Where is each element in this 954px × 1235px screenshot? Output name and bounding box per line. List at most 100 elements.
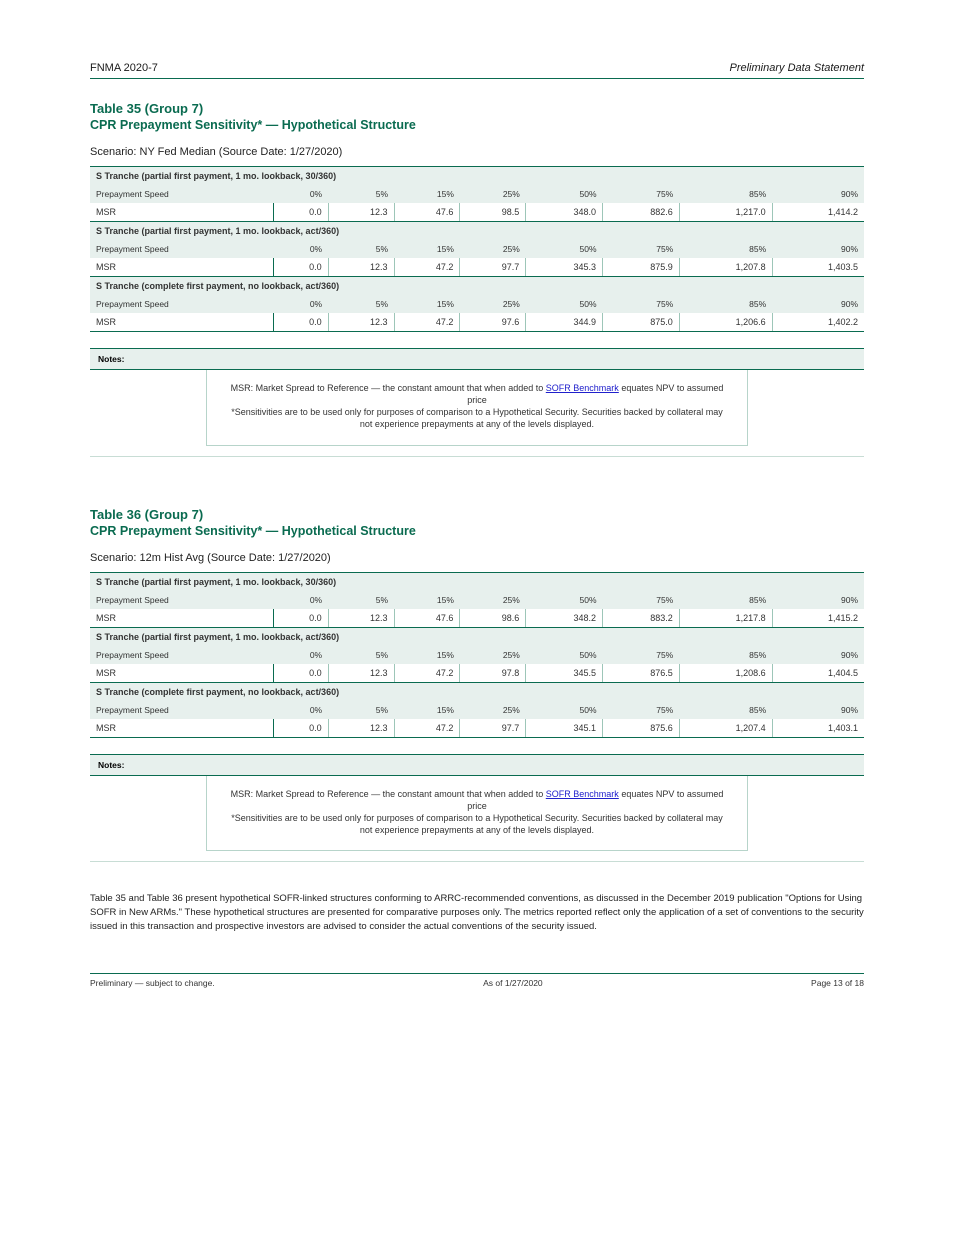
value-cell: 98.6 — [460, 609, 526, 628]
value-cell: 1,217.0 — [679, 203, 772, 222]
value-cell: 1,414.2 — [772, 203, 864, 222]
data-row: MSR0.012.347.297.7345.1875.61,207.41,403… — [90, 719, 864, 738]
table-36-subtitle: CPR Prepayment Sensitivity* — Hypothetic… — [90, 524, 864, 538]
speed-header-cell: 90% — [772, 295, 864, 313]
value-cell: 0.0 — [273, 664, 328, 683]
data-row: MSR0.012.347.297.8345.5876.51,208.61,404… — [90, 664, 864, 683]
speed-header-cell: 0% — [273, 240, 328, 258]
page: FNMA 2020-7 Preliminary Data Statement T… — [0, 0, 954, 1038]
notes-separator — [90, 456, 864, 457]
row-label-cell: Prepayment Speed — [90, 591, 273, 609]
notes-separator — [90, 861, 864, 862]
notes-header-35: Notes: — [90, 348, 864, 370]
column-header-row: Prepayment Speed0%5%15%25%50%75%85%90% — [90, 295, 864, 313]
group-header-row: S Tranche (complete first payment, no lo… — [90, 682, 864, 701]
value-cell: 12.3 — [328, 664, 394, 683]
header-bar: FNMA 2020-7 Preliminary Data Statement — [90, 62, 864, 79]
value-cell: 1,207.4 — [679, 719, 772, 738]
group-header-row: S Tranche (partial first payment, 1 mo. … — [90, 572, 864, 591]
footer-left: Preliminary — subject to change. — [90, 978, 215, 988]
msr-table-35: S Tranche (partial first payment, 1 mo. … — [90, 166, 864, 332]
speed-header-cell: 25% — [460, 185, 526, 203]
msr-table-36: S Tranche (partial first payment, 1 mo. … — [90, 572, 864, 738]
speed-header-cell: 25% — [460, 240, 526, 258]
row-label-cell: Prepayment Speed — [90, 295, 273, 313]
table-35-title: Table 35 (Group 7) — [90, 101, 864, 116]
value-cell: 345.3 — [526, 258, 603, 277]
speed-header-cell: 85% — [679, 701, 772, 719]
speed-header-cell: 5% — [328, 240, 394, 258]
table-block-35: Table 35 (Group 7) CPR Prepayment Sensit… — [90, 101, 864, 457]
speed-header-cell: 75% — [603, 240, 680, 258]
speed-header-cell: 85% — [679, 185, 772, 203]
metric-label-cell: MSR — [90, 609, 273, 628]
footer-right: Page 13 of 18 — [811, 978, 864, 988]
table-36-scenario: Scenario: 12m Hist Avg (Source Date: 1/2… — [90, 552, 864, 564]
metric-label-cell: MSR — [90, 664, 273, 683]
group-header-row: S Tranche (partial first payment, 1 mo. … — [90, 222, 864, 241]
header-right: Preliminary Data Statement — [730, 62, 865, 74]
speed-header-cell: 50% — [526, 240, 603, 258]
speed-header-cell: 5% — [328, 185, 394, 203]
sofr-benchmark-link[interactable]: SOFR Benchmark — [546, 383, 619, 393]
value-cell: 12.3 — [328, 719, 394, 738]
group-header-cell: S Tranche (partial first payment, 1 mo. … — [90, 167, 864, 186]
speed-header-cell: 15% — [394, 591, 460, 609]
speed-header-cell: 25% — [460, 646, 526, 664]
speed-header-cell: 5% — [328, 646, 394, 664]
group-header-row: S Tranche (complete first payment, no lo… — [90, 277, 864, 296]
notes-body-36: MSR: Market Spread to Reference — the co… — [206, 776, 748, 852]
footer-center-date: 1/27/2020 — [505, 978, 543, 988]
table-35-subtitle: CPR Prepayment Sensitivity* — Hypothetic… — [90, 118, 864, 132]
speed-header-cell: 50% — [526, 295, 603, 313]
speed-header-cell: 90% — [772, 185, 864, 203]
value-cell: 0.0 — [273, 609, 328, 628]
sofr-benchmark-link[interactable]: SOFR Benchmark — [546, 789, 619, 799]
table-block-36: Table 36 (Group 7) CPR Prepayment Sensit… — [90, 507, 864, 863]
group-header-row: S Tranche (partial first payment, 1 mo. … — [90, 167, 864, 186]
table-body: S Tranche (partial first payment, 1 mo. … — [90, 167, 864, 332]
group-header-cell: S Tranche (partial first payment, 1 mo. … — [90, 627, 864, 646]
value-cell: 1,403.1 — [772, 719, 864, 738]
value-cell: 47.2 — [394, 258, 460, 277]
speed-header-cell: 15% — [394, 646, 460, 664]
value-cell: 97.8 — [460, 664, 526, 683]
value-cell: 0.0 — [273, 258, 328, 277]
speed-header-cell: 25% — [460, 701, 526, 719]
speed-header-cell: 5% — [328, 701, 394, 719]
value-cell: 1,217.8 — [679, 609, 772, 628]
value-cell: 345.1 — [526, 719, 603, 738]
speed-header-cell: 0% — [273, 701, 328, 719]
value-cell: 12.3 — [328, 203, 394, 222]
speed-header-cell: 0% — [273, 185, 328, 203]
value-cell: 47.2 — [394, 719, 460, 738]
value-cell: 1,404.5 — [772, 664, 864, 683]
row-label-cell: Prepayment Speed — [90, 646, 273, 664]
notes-header-36: Notes: — [90, 754, 864, 776]
speed-header-cell: 15% — [394, 701, 460, 719]
speed-header-cell: 15% — [394, 295, 460, 313]
speed-header-cell: 0% — [273, 646, 328, 664]
value-cell: 1,415.2 — [772, 609, 864, 628]
data-row: MSR0.012.347.297.6344.9875.01,206.61,402… — [90, 313, 864, 332]
value-cell: 348.0 — [526, 203, 603, 222]
notes-text-2: *Sensitivities are to be used only for p… — [231, 813, 723, 835]
footer-bar: Preliminary — subject to change. As of 1… — [90, 973, 864, 988]
value-cell: 98.5 — [460, 203, 526, 222]
table-36-title: Table 36 (Group 7) — [90, 507, 864, 522]
speed-header-cell: 75% — [603, 701, 680, 719]
speed-header-cell: 75% — [603, 646, 680, 664]
speed-header-cell: 85% — [679, 240, 772, 258]
metric-label-cell: MSR — [90, 719, 273, 738]
metric-label-cell: MSR — [90, 313, 273, 332]
speed-header-cell: 75% — [603, 591, 680, 609]
speed-header-cell: 75% — [603, 185, 680, 203]
value-cell: 1,208.6 — [679, 664, 772, 683]
speed-header-cell: 15% — [394, 240, 460, 258]
speed-header-cell: 5% — [328, 591, 394, 609]
group-header-cell: S Tranche (partial first payment, 1 mo. … — [90, 222, 864, 241]
data-row: MSR0.012.347.698.6348.2883.21,217.81,415… — [90, 609, 864, 628]
group-header-cell: S Tranche (partial first payment, 1 mo. … — [90, 572, 864, 591]
value-cell: 1,403.5 — [772, 258, 864, 277]
value-cell: 47.2 — [394, 664, 460, 683]
